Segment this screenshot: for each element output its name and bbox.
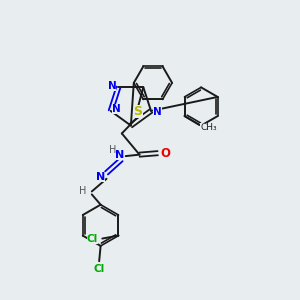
- Text: Cl: Cl: [87, 234, 98, 244]
- Text: S: S: [134, 105, 142, 118]
- Text: H: H: [79, 186, 87, 197]
- Text: H: H: [109, 145, 116, 154]
- Text: N: N: [107, 81, 116, 91]
- Text: O: O: [160, 147, 170, 160]
- Text: CH₃: CH₃: [200, 123, 217, 132]
- Text: N: N: [153, 106, 162, 116]
- Text: N: N: [96, 172, 105, 182]
- Text: N: N: [115, 150, 124, 160]
- Text: N: N: [112, 103, 120, 114]
- Text: Cl: Cl: [94, 265, 105, 275]
